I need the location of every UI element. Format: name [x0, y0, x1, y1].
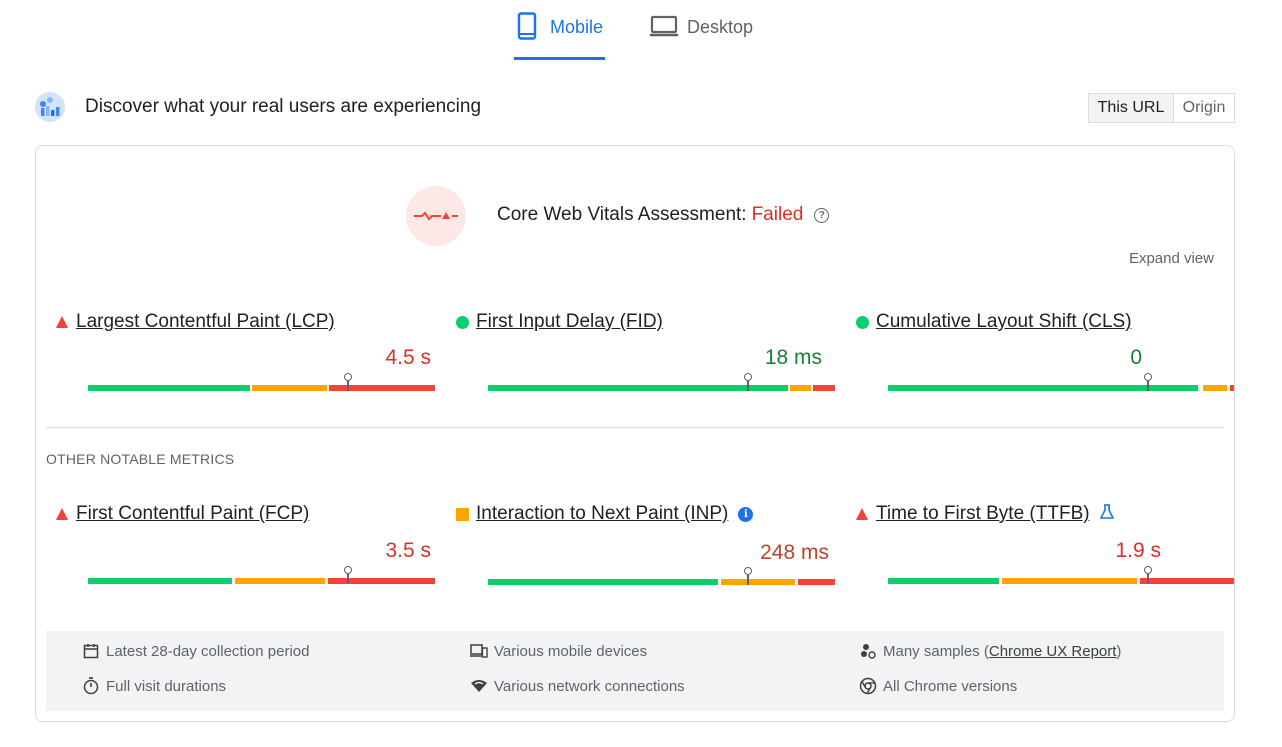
metric-cls-distribution [888, 373, 1234, 391]
percentile-marker-icon [344, 566, 352, 584]
metric-ttfb-distribution [888, 566, 1234, 584]
chrome-versions: All Chrome versions [859, 677, 1017, 695]
phone-icon [514, 12, 540, 40]
cwv-status: Failed [751, 204, 804, 225]
data-info-footer: Latest 28-day collection period Full vis… [46, 631, 1224, 711]
percentile-marker-icon [1144, 566, 1152, 584]
this-url-button[interactable]: This URL [1089, 94, 1174, 122]
stopwatch-icon [82, 677, 100, 695]
metric-cls-value: 0 [1130, 346, 1142, 369]
metric-fid-link[interactable]: First Input Delay (FID) [476, 311, 663, 332]
metric-fcp-value: 3.5 s [385, 539, 431, 562]
metric-fid-distribution [488, 373, 835, 391]
collection-period: Latest 28-day collection period [82, 642, 309, 660]
percentile-marker-icon [1144, 373, 1152, 391]
needs-improvement-indicator-icon [456, 507, 476, 521]
tab-mobile-label: Mobile [550, 17, 604, 37]
chrome-icon [859, 677, 877, 695]
origin-button[interactable]: Origin [1182, 99, 1226, 116]
metric-ttfb: Time to First Byte (TTFB) 1.9 s [856, 503, 1234, 584]
poor-indicator-icon [56, 316, 76, 328]
metric-fcp-link[interactable]: First Contentful Paint (FCP) [76, 503, 310, 524]
metric-fid-value: 18 ms [764, 346, 822, 369]
chrome-ux-report-link[interactable]: Chrome UX Report [988, 642, 1117, 660]
laptop-icon [649, 12, 679, 40]
cwv-assessment: Core Web Vitals Assessment: Failed ? [497, 204, 830, 226]
network-types: Various network connections [470, 677, 685, 695]
section-divider [46, 427, 1224, 428]
expand-view-link[interactable]: Expand view [1128, 250, 1214, 267]
tab-desktop[interactable]: Desktop [649, 12, 764, 60]
signal-icon [470, 677, 488, 695]
tab-mobile[interactable]: Mobile [514, 12, 605, 60]
crux-title: Discover what your real users are experi… [85, 96, 482, 117]
percentile-marker-icon [744, 567, 752, 585]
poor-indicator-icon [56, 508, 76, 520]
visit-durations: Full visit durations [82, 677, 226, 695]
url-origin-toggle: This URL Origin [1088, 93, 1235, 123]
metric-lcp: Largest Contentful Paint (LCP) 4.5 s [56, 311, 435, 391]
metric-lcp-link[interactable]: Largest Contentful Paint (LCP) [76, 311, 335, 332]
metric-inp-value: 248 ms [760, 541, 829, 564]
metric-fcp-distribution [88, 566, 435, 584]
metric-lcp-distribution [88, 373, 435, 391]
poor-indicator-icon [856, 508, 876, 520]
metric-ttfb-link[interactable]: Time to First Byte (TTFB) [876, 503, 1090, 524]
metric-cls-link[interactable]: Cumulative Layout Shift (CLS) [876, 311, 1132, 332]
tab-desktop-label: Desktop [687, 17, 754, 37]
device-tabs: Mobile Desktop [0, 0, 1282, 62]
good-indicator-icon [856, 315, 876, 329]
metric-cls: Cumulative Layout Shift (CLS) 0 [856, 311, 1234, 391]
help-icon[interactable]: ? [814, 207, 830, 223]
metric-inp: Interaction to Next Paint (INP) i 248 ms [456, 503, 835, 585]
device-types: Various mobile devices [470, 642, 647, 660]
percentile-marker-icon [744, 373, 752, 391]
crux-header: Discover what your real users are experi… [35, 92, 481, 122]
cwv-failed-badge [406, 186, 466, 246]
metric-ttfb-value: 1.9 s [1115, 539, 1161, 562]
metric-inp-distribution [488, 567, 835, 585]
metric-inp-link[interactable]: Interaction to Next Paint (INP) [476, 503, 729, 524]
percentile-marker-icon [344, 373, 352, 391]
metric-fid: First Input Delay (FID) 18 ms [456, 311, 835, 391]
sample-source: Many samples (Chrome UX Report) [859, 642, 1121, 660]
info-icon[interactable]: i [738, 506, 754, 522]
good-indicator-icon [456, 315, 476, 329]
metric-fcp: First Contentful Paint (FCP) 3.5 s [56, 503, 435, 584]
metric-lcp-value: 4.5 s [385, 346, 431, 369]
devices-icon [470, 642, 488, 660]
samples-icon [859, 642, 877, 660]
field-data-card: Core Web Vitals Assessment: Failed ? Exp… [35, 145, 1235, 722]
beaker-icon[interactable] [1099, 504, 1114, 524]
crux-users-icon [35, 92, 65, 122]
calendar-icon [82, 642, 100, 660]
cwv-label: Core Web Vitals Assessment: [497, 204, 747, 225]
other-metrics-heading: OTHER NOTABLE METRICS [46, 451, 235, 467]
